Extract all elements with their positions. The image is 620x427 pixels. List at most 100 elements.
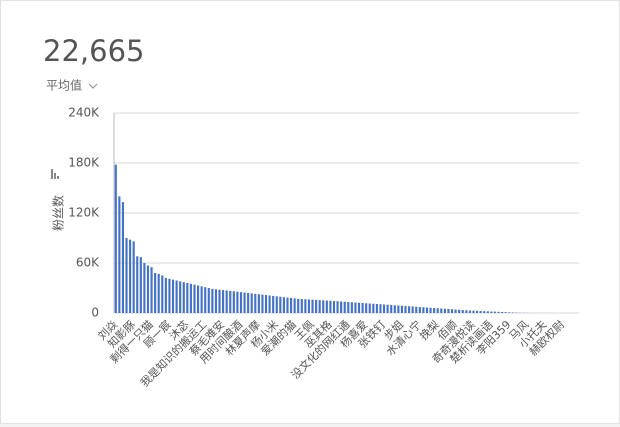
bar bbox=[358, 303, 360, 313]
bar bbox=[429, 308, 431, 313]
bar bbox=[483, 311, 485, 313]
bar bbox=[150, 267, 152, 313]
bar bbox=[190, 284, 192, 313]
bar bbox=[455, 310, 457, 314]
y-tick-label: 120K bbox=[68, 206, 100, 220]
bar bbox=[129, 240, 131, 313]
bar bbox=[161, 276, 163, 314]
y-tick-label: 240K bbox=[68, 106, 100, 120]
bar bbox=[487, 311, 489, 313]
bar bbox=[501, 312, 503, 313]
bar bbox=[226, 291, 228, 314]
bar bbox=[444, 309, 446, 313]
bar bbox=[294, 298, 296, 313]
bar bbox=[222, 290, 224, 313]
bar bbox=[251, 293, 253, 313]
bar bbox=[387, 305, 389, 313]
bar bbox=[472, 311, 474, 313]
bar bbox=[115, 165, 117, 313]
bar bbox=[336, 301, 338, 313]
bar bbox=[233, 291, 235, 313]
bar bbox=[243, 293, 245, 313]
bar bbox=[512, 313, 514, 314]
bar bbox=[437, 308, 439, 313]
bar bbox=[458, 310, 460, 313]
bar bbox=[505, 312, 507, 313]
bar bbox=[333, 301, 335, 313]
bar bbox=[390, 305, 392, 313]
bar bbox=[408, 306, 410, 313]
bar bbox=[412, 307, 414, 314]
bar bbox=[372, 304, 374, 313]
bar bbox=[269, 296, 271, 314]
bar bbox=[240, 292, 242, 313]
bar bbox=[215, 289, 217, 313]
bar bbox=[258, 294, 260, 313]
bar bbox=[197, 286, 199, 314]
bar bbox=[122, 202, 124, 313]
bar bbox=[451, 309, 453, 313]
bar bbox=[304, 299, 306, 313]
bar bbox=[247, 293, 249, 313]
bar bbox=[136, 256, 138, 313]
bar bbox=[276, 296, 278, 313]
bar bbox=[290, 298, 292, 313]
bar bbox=[476, 311, 478, 313]
bar bbox=[133, 241, 135, 313]
metric-selector[interactable]: 平均值 bbox=[46, 78, 82, 93]
bar bbox=[183, 282, 185, 313]
bar bbox=[422, 307, 424, 313]
bar bbox=[401, 306, 403, 313]
bar bbox=[297, 299, 299, 313]
bar bbox=[494, 312, 496, 313]
bar bbox=[154, 273, 156, 313]
bar bbox=[179, 281, 181, 313]
bar bbox=[265, 295, 267, 313]
y-tick-label: 60K bbox=[76, 256, 100, 270]
bar bbox=[497, 312, 499, 313]
bar bbox=[447, 309, 449, 313]
y-tick-label: 0 bbox=[91, 306, 99, 320]
bar bbox=[165, 278, 167, 313]
bar bbox=[465, 310, 467, 313]
bar bbox=[311, 300, 313, 313]
bar bbox=[347, 302, 349, 313]
bar bbox=[186, 283, 188, 313]
bar bbox=[415, 307, 417, 313]
bar bbox=[140, 257, 142, 313]
bar bbox=[315, 300, 317, 313]
bar bbox=[362, 303, 364, 313]
chart-icon bbox=[51, 169, 59, 179]
bar bbox=[462, 310, 464, 313]
bar bbox=[229, 291, 231, 313]
bar bbox=[236, 292, 238, 313]
bar bbox=[168, 279, 170, 313]
bar bbox=[469, 311, 471, 314]
bar bbox=[301, 299, 303, 313]
chevron[interactable] bbox=[89, 84, 97, 88]
bar bbox=[440, 309, 442, 314]
bar bbox=[261, 295, 263, 313]
bar bbox=[308, 300, 310, 314]
bar bbox=[143, 263, 145, 313]
bar bbox=[397, 306, 399, 314]
bar bbox=[283, 297, 285, 313]
bar bbox=[176, 281, 178, 314]
bar bbox=[211, 289, 213, 313]
bar bbox=[426, 308, 428, 314]
bar bbox=[329, 301, 331, 313]
bar bbox=[147, 266, 149, 314]
bar bbox=[404, 306, 406, 313]
bar bbox=[193, 285, 195, 313]
bar bbox=[322, 300, 324, 313]
bar bbox=[208, 288, 210, 313]
bar bbox=[419, 307, 421, 313]
bar bbox=[204, 287, 206, 313]
bar bbox=[125, 238, 127, 313]
bar bbox=[326, 301, 328, 314]
bar bbox=[351, 302, 353, 313]
bar bbox=[218, 290, 220, 313]
bar bbox=[480, 311, 482, 313]
bar bbox=[279, 297, 281, 313]
